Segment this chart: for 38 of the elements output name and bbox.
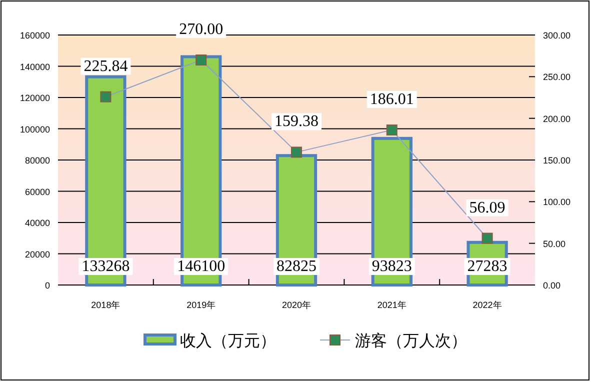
y-tick-label: 20000 bbox=[24, 249, 50, 260]
data-label: 186.01 bbox=[370, 90, 414, 108]
point bbox=[100, 91, 112, 102]
y-tick-label: 160000 bbox=[20, 30, 50, 40]
y-tick-label: 80000 bbox=[24, 156, 50, 166]
y2-tick-label: 250.00 bbox=[543, 72, 571, 82]
point bbox=[482, 232, 493, 244]
x-tick-label: 2020年 bbox=[282, 300, 312, 310]
y-tick-label: 100000 bbox=[20, 124, 50, 134]
legend-label: 游客（万人次） bbox=[355, 332, 467, 350]
x-tick-label: 2021年 bbox=[377, 300, 406, 310]
y2-tick-label: 200.00 bbox=[543, 114, 571, 124]
data-label: 93823 bbox=[372, 258, 412, 275]
y-tick-label: 40000 bbox=[24, 218, 50, 228]
data-label: 146100 bbox=[177, 258, 226, 275]
y-tick-label: 120000 bbox=[20, 93, 50, 103]
y2-tick-label: 100.00 bbox=[543, 197, 571, 208]
x-tick-label: 2019年 bbox=[186, 300, 216, 310]
data-label: 159.38 bbox=[274, 113, 318, 130]
data-label: 225.84 bbox=[84, 58, 128, 75]
data-label: 270.00 bbox=[179, 21, 224, 38]
x-tick-label: 2018年 bbox=[91, 300, 120, 310]
point bbox=[386, 124, 398, 136]
point bbox=[291, 146, 302, 158]
x-tick-label: 2022年 bbox=[472, 300, 502, 310]
data-label: 27283 bbox=[467, 258, 508, 275]
y-tick-label: 60000 bbox=[24, 186, 50, 197]
data-label: 56.09 bbox=[469, 199, 506, 216]
y2-tick-label: 0.00 bbox=[543, 280, 561, 290]
y2-tick-label: 50.00 bbox=[543, 238, 566, 249]
data-label: 133268 bbox=[82, 258, 130, 275]
y-tick-label: 140000 bbox=[20, 62, 50, 72]
data-label: 82825 bbox=[276, 258, 316, 275]
legend-label: 收入（万元） bbox=[180, 332, 276, 350]
y2-tick-label: 300.00 bbox=[543, 30, 571, 40]
point bbox=[196, 54, 207, 66]
y-tick-label: 0 bbox=[44, 280, 50, 290]
y2-tick-label: 150.00 bbox=[543, 156, 571, 166]
